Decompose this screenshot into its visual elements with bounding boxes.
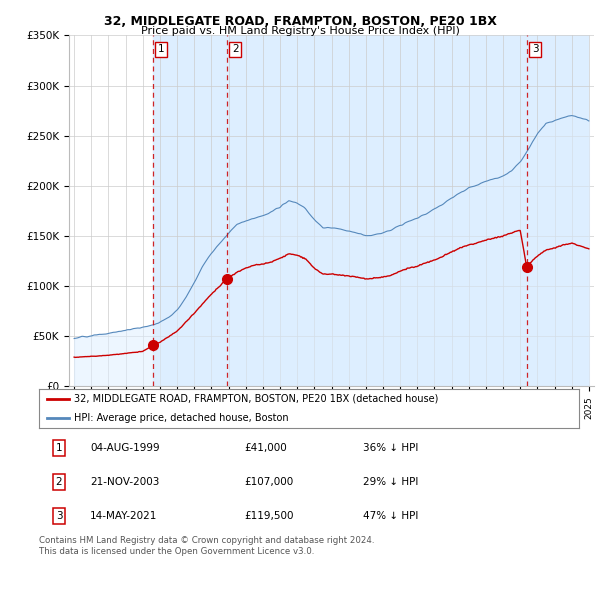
- Text: 04-AUG-1999: 04-AUG-1999: [90, 443, 160, 453]
- Text: Price paid vs. HM Land Registry's House Price Index (HPI): Price paid vs. HM Land Registry's House …: [140, 26, 460, 36]
- Text: 2: 2: [232, 44, 238, 54]
- Text: £107,000: £107,000: [244, 477, 293, 487]
- Text: 2: 2: [56, 477, 62, 487]
- Text: HPI: Average price, detached house, Boston: HPI: Average price, detached house, Bost…: [74, 413, 289, 423]
- Text: £41,000: £41,000: [244, 443, 287, 453]
- Text: 3: 3: [532, 44, 538, 54]
- Text: 36% ↓ HPI: 36% ↓ HPI: [363, 443, 418, 453]
- Text: 32, MIDDLEGATE ROAD, FRAMPTON, BOSTON, PE20 1BX (detached house): 32, MIDDLEGATE ROAD, FRAMPTON, BOSTON, P…: [74, 394, 439, 404]
- Text: 32, MIDDLEGATE ROAD, FRAMPTON, BOSTON, PE20 1BX: 32, MIDDLEGATE ROAD, FRAMPTON, BOSTON, P…: [104, 15, 496, 28]
- Text: 21-NOV-2003: 21-NOV-2003: [90, 477, 160, 487]
- Text: 14-MAY-2021: 14-MAY-2021: [90, 511, 158, 521]
- Bar: [227, 35, 527, 386]
- Text: 1: 1: [158, 44, 164, 54]
- Text: Contains HM Land Registry data © Crown copyright and database right 2024.
This d: Contains HM Land Registry data © Crown c…: [39, 536, 374, 556]
- Bar: [527, 35, 589, 386]
- Text: 1: 1: [56, 443, 62, 453]
- Text: 47% ↓ HPI: 47% ↓ HPI: [363, 511, 418, 521]
- Text: 29% ↓ HPI: 29% ↓ HPI: [363, 477, 418, 487]
- Bar: [153, 35, 227, 386]
- Text: 3: 3: [56, 511, 62, 521]
- Text: £119,500: £119,500: [244, 511, 294, 521]
